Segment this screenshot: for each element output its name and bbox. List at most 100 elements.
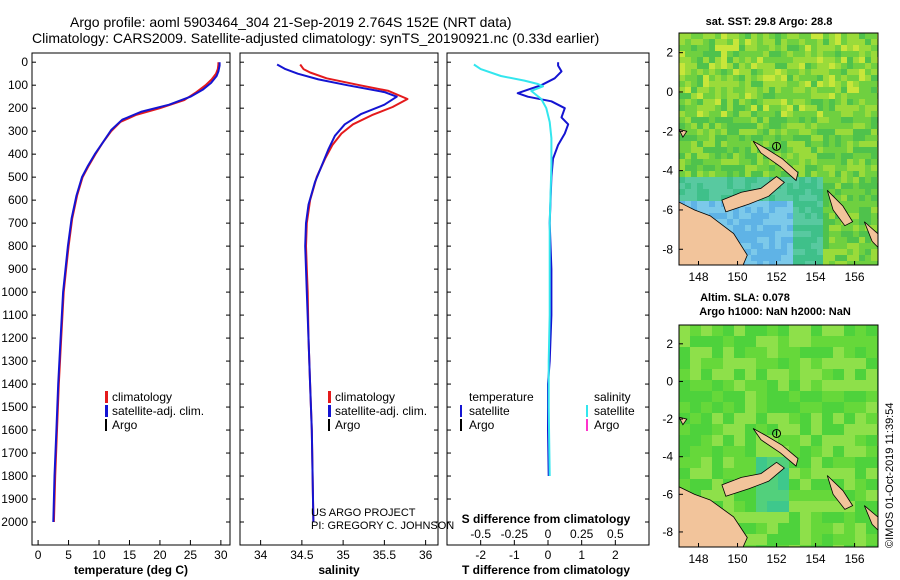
depth-tick-label: 1000 [1,285,28,299]
legend-label-s-satellite: satellite [594,404,635,418]
top-x-tick-label: -0.5 [470,527,491,541]
legend-swatch-argo [105,419,107,431]
x-tick-label: 30 [214,548,228,562]
imos-watermark: ©IMOS 01-Oct-2019 11:39:54 [884,403,896,548]
x-tick-label: 34 [254,548,268,562]
island-solomons [863,505,878,531]
legend-title-temperature: temperature [469,390,534,404]
map-y-tick-label: -6 [662,487,673,501]
depth-tick-label: 400 [8,147,28,161]
temperature-panel [31,52,231,546]
depth-tick-label: 300 [8,124,28,138]
pi-credit: PI: GREGORY C. JOHNSON [311,520,454,532]
x-tick-label: 35 [336,548,350,562]
legend-label-t-satellite: satellite [469,404,510,418]
depth-tick-label: 800 [8,239,28,253]
depth-tick-label: 1900 [1,492,28,506]
map-x-tick-label: 148 [688,270,708,284]
island-new-ireland [752,428,799,467]
series-layer [52,62,570,523]
map-y-tick-label: 2 [666,46,673,60]
mainland-png [679,201,748,265]
island-new-britain [721,461,786,497]
map-y-tick-label: -8 [662,242,673,256]
island-solomons [863,221,878,248]
legend-swatch-satellite [105,405,108,417]
map-y-tick-label: 0 [666,374,673,388]
depth-tick-label: 1600 [1,423,28,437]
x-tick-label: 35.5 [373,548,397,562]
map-x-tick-label: 156 [845,270,865,284]
top-x-tick-label: -0.25 [501,527,529,541]
depth-tick-label: 600 [8,193,28,207]
depth-tick-label: 100 [8,78,28,92]
project-credit: US ARGO PROJECT [311,507,416,519]
x-tick-label: 2 [612,548,619,562]
difference-temperature-satellite-line [516,62,570,477]
title-line-2: Climatology: CARS2009. Satellite-adjuste… [32,30,599,46]
map-x-tick-label: 152 [767,270,787,284]
depth-tick-label: 1700 [1,446,28,460]
temperature-legend: climatology satellite-adj. clim. Argo [105,390,204,432]
sla-map-subtitle: Argo h1000: NaN h2000: NaN [699,306,851,318]
sst-map: 148 150 152 154 156 2 0 -2 -4 -6 -8 [662,32,879,284]
title-line-1: Argo profile: aoml 5903464_304 21-Sep-20… [70,14,512,30]
salinity-satellite-adj-clim--line [276,63,398,523]
sla-map-title: Altim. SLA: 0.078 [700,292,790,304]
tick-layer: 0100200300400500600700800900100011001200… [1,55,649,562]
map-x-tick-label: 150 [728,270,748,284]
map-frame [678,324,879,548]
top-x-tick-label: 0.25 [570,527,594,541]
salinity-legend: climatology satellite-adj. clim. Argo [328,390,427,432]
legend-label-climatology: climatology [335,390,395,404]
salinity-panel [239,52,439,546]
map-y-tick-label: -4 [662,450,673,464]
map-y-tick-label: -4 [662,164,673,178]
legend-swatch-argo [328,419,330,431]
depth-tick-label: 1200 [1,331,28,345]
legend-label-satellite: satellite-adj. clim. [335,404,427,418]
island-new-ireland [752,140,799,182]
map-y-tick-label: 2 [666,337,673,351]
depth-tick-label: 200 [8,101,28,115]
x-tick-label: 0 [545,548,552,562]
island-bougainville [826,475,854,510]
map-field [679,325,878,547]
depth-tick-label: 1500 [1,400,28,414]
x-tick-label: 15 [123,548,137,562]
difference-salinity-satellite-line [473,63,553,477]
depth-tick-label: 1100 [2,308,28,322]
argo-position-marker [772,428,782,438]
depth-tick-label: 900 [8,262,28,276]
x-tick-label: 25 [184,548,198,562]
map-y-tick-label: -2 [662,124,673,138]
map-field [679,33,878,265]
sst-map-title: sat. SST: 29.8 Argo: 28.8 [706,16,833,28]
top-x-tick-label: 0.5 [607,527,624,541]
x-tick-label: 34.5 [290,548,314,562]
legend-swatch-t-satellite [460,405,462,417]
temperature-climatology-line [52,62,220,523]
island-new-britain [721,176,785,213]
legend-label-satellite: satellite-adj. clim. [112,404,204,418]
legend-swatch-s-argo [586,419,588,431]
difference-top-xlabel: S difference from climatology [462,512,631,526]
map-y-tick-label: -6 [662,203,673,217]
temperature-satellite-adj-clim--line [52,62,221,523]
depth-tick-label: 1800 [1,469,28,483]
map-y-tick-label: -2 [662,412,673,426]
legend-swatch-t-argo [460,419,462,431]
map-y-tick-label: -8 [662,525,673,539]
map-x-tick-label: 154 [806,270,826,284]
depth-tick-label: 1400 [1,377,28,391]
top-x-tick-label: 0 [545,527,552,541]
mainland-png [679,486,748,547]
depth-tick-label: 0 [21,55,28,69]
salinity-xlabel: salinity [318,563,360,577]
legend-title-salinity: salinity [594,390,631,404]
map-x-tick-label: 152 [767,552,787,566]
legend-swatch-s-satellite [586,405,588,417]
legend-swatch-satellite [328,405,331,417]
x-tick-label: -1 [509,548,520,562]
